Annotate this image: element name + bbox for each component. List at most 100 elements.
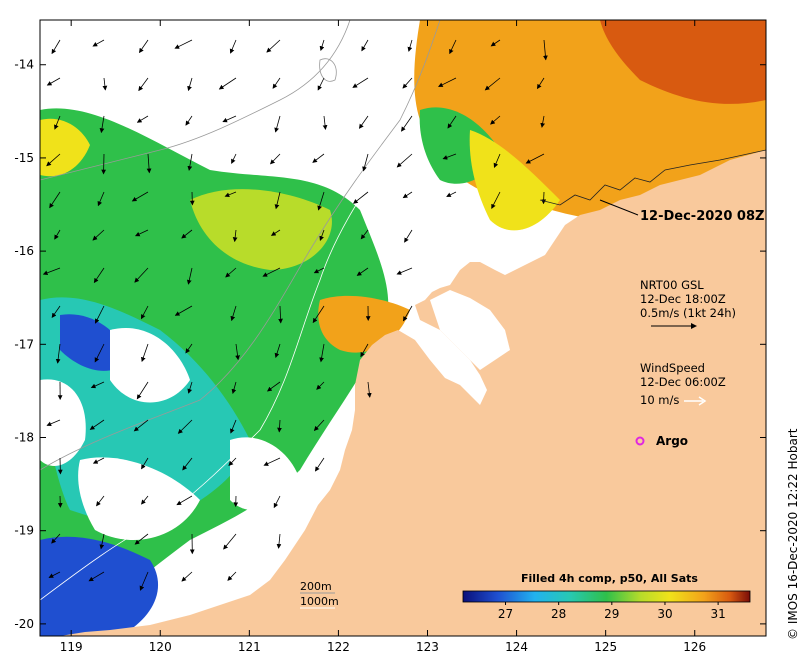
current-arrow <box>174 305 193 316</box>
current-arrow <box>491 191 501 210</box>
current-arrow <box>93 267 105 284</box>
current-arrow <box>51 305 61 318</box>
current-arrow <box>493 153 501 168</box>
current-arrow <box>276 533 282 549</box>
current-arrow <box>90 381 105 389</box>
lon-tick-label: 125 <box>594 640 617 654</box>
current-arrow <box>231 153 237 164</box>
current-arrow <box>136 115 149 123</box>
lon-tick-label: 124 <box>505 640 528 654</box>
lon-tick-label: 119 <box>60 640 83 654</box>
wind-legend-arrowhead <box>698 396 707 406</box>
land-mass <box>60 150 766 636</box>
lon-tick-label: 123 <box>416 640 439 654</box>
current-arrow <box>232 229 238 243</box>
current-arrow <box>442 153 457 160</box>
depth-1000-label: 1000m <box>300 595 339 608</box>
current-arrow <box>46 153 61 167</box>
current-arrow <box>235 343 240 361</box>
current-arrow <box>540 115 546 128</box>
current-arrow <box>396 153 413 168</box>
current-arrow <box>102 77 108 91</box>
depth-200-label: 200m <box>300 580 332 593</box>
current-arrow <box>46 77 61 86</box>
current-arrow <box>356 267 369 276</box>
lat-tick-label: -15 <box>14 151 34 165</box>
argo-float-marker <box>635 436 645 446</box>
colorbar-ticks: 27 28 29 30 31 <box>498 602 726 621</box>
current-arrow <box>263 457 281 466</box>
current-arrow <box>139 571 149 591</box>
colorbar-title: Filled 4h comp, p50, All Sats <box>521 572 698 585</box>
colorbar-tick-label: 27 <box>498 607 513 621</box>
current-arrow <box>525 153 545 164</box>
current-arrow <box>227 571 237 581</box>
current-legend-title: NRT00 GSL <box>640 278 704 292</box>
current-arrow <box>543 39 548 61</box>
current-arrow <box>139 39 149 54</box>
current-arrow <box>402 77 413 89</box>
current-arrow <box>361 39 369 52</box>
current-arrow <box>88 571 105 582</box>
current-arrow <box>322 115 328 130</box>
current-arrow <box>229 39 237 54</box>
lon-tick-label: 120 <box>149 640 172 654</box>
current-arrow <box>42 267 61 276</box>
current-arrow <box>360 343 369 358</box>
current-arrow <box>97 191 105 207</box>
wind-legend-scale: 10 m/s <box>640 393 679 407</box>
current-arrow <box>278 305 283 324</box>
current-arrow <box>262 267 281 277</box>
lat-tick-label: -19 <box>14 524 34 538</box>
lon-tick-label: 126 <box>683 640 706 654</box>
current-arrow <box>136 381 149 400</box>
current-arrow <box>185 343 193 354</box>
current-arrow <box>185 115 193 126</box>
lat-tick-label: -18 <box>14 431 34 445</box>
current-arrow <box>313 267 325 274</box>
current-arrow <box>266 39 281 53</box>
current-arrow <box>92 457 105 464</box>
current-arrow <box>54 229 61 240</box>
current-arrow <box>536 77 545 90</box>
lon-tick-label: 121 <box>238 640 261 654</box>
current-arrow <box>360 229 369 240</box>
timestamp-label: 12-Dec-2020 08Z <box>640 209 764 224</box>
current-arrow <box>182 457 193 471</box>
current-arrow <box>362 153 369 172</box>
current-arrow <box>218 77 237 90</box>
lat-tick-label: -20 <box>14 617 34 631</box>
current-arrow <box>231 381 237 395</box>
current-arrow <box>312 153 325 163</box>
current-arrow <box>141 305 149 320</box>
current-arrow <box>312 305 325 324</box>
current-arrow <box>447 115 457 129</box>
current-arrow <box>314 457 325 472</box>
current-arrow <box>270 229 281 236</box>
current-arrow <box>54 115 61 130</box>
current-legend-time: 12-Dec 18:00Z <box>640 292 726 306</box>
current-arrow <box>353 191 369 204</box>
current-arrow <box>187 153 193 171</box>
current-arrow <box>269 153 281 165</box>
current-arrow <box>46 419 61 427</box>
current-arrow <box>131 191 149 202</box>
current-arrow <box>490 115 501 125</box>
lon-tick-label: 122 <box>327 640 350 654</box>
current-arrow <box>51 39 61 55</box>
current-arrow <box>181 571 193 582</box>
current-arrow <box>138 77 149 92</box>
current-arrow <box>317 77 325 91</box>
current-arrow <box>135 229 149 237</box>
coastline <box>539 149 766 206</box>
lat-tick-label: -16 <box>14 244 34 258</box>
current-arrow <box>96 495 105 507</box>
lat-tick-label: -14 <box>14 58 34 72</box>
current-arrow <box>141 457 149 470</box>
current-arrow <box>446 191 457 197</box>
current-arrow <box>141 495 149 505</box>
current-arrow <box>274 191 281 210</box>
timestamp-pointer <box>599 199 639 216</box>
current-arrow <box>230 305 237 322</box>
